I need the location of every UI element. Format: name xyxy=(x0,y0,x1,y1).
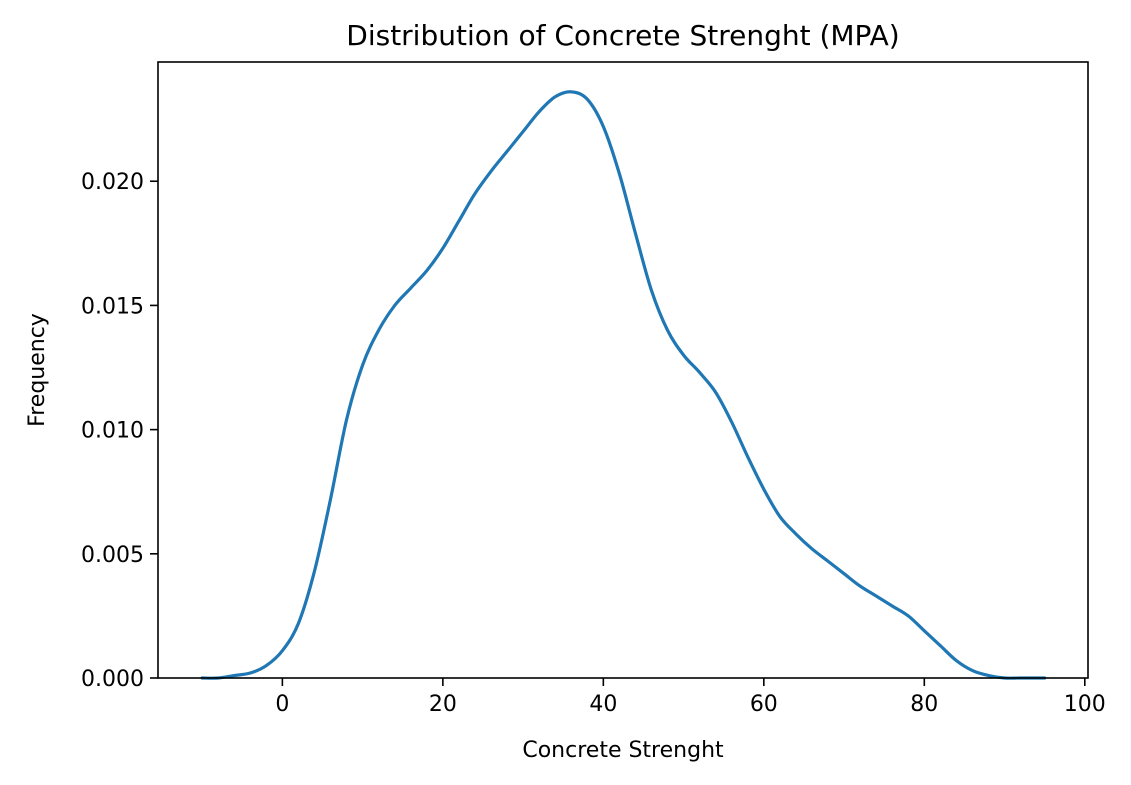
x-tick-label: 100 xyxy=(1064,692,1106,717)
chart-title: Distribution of Concrete Strenght (MPA) xyxy=(346,19,899,52)
x-axis-label: Concrete Strenght xyxy=(522,738,724,763)
y-tick-label: 0.010 xyxy=(81,419,144,444)
x-axis: 0 20 40 60 80 100 xyxy=(275,678,1106,717)
y-tick-label: 0.020 xyxy=(81,170,144,195)
y-axis: 0.000 0.005 0.010 0.015 0.020 xyxy=(81,170,158,692)
y-axis-label: Frequency xyxy=(25,313,50,427)
axes-frame xyxy=(157,61,1089,679)
x-tick-label: 40 xyxy=(589,692,617,717)
y-tick-label: 0.015 xyxy=(81,294,144,319)
y-tick-label: 0.005 xyxy=(81,543,144,568)
y-tick-label: 0.000 xyxy=(81,667,144,692)
plot-area xyxy=(157,61,1089,680)
x-tick-label: 80 xyxy=(910,692,938,717)
x-tick-label: 20 xyxy=(429,692,457,717)
x-tick-label: 60 xyxy=(750,692,778,717)
kde-line xyxy=(200,90,1047,680)
x-tick-label: 0 xyxy=(275,692,289,717)
